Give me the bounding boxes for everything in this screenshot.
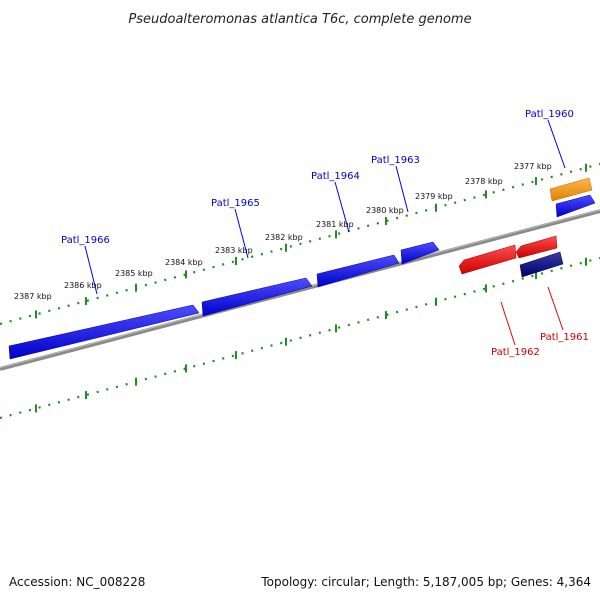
callout-line-patl-1960 bbox=[547, 119, 566, 169]
scale-label: 2382 kbp bbox=[265, 233, 303, 242]
gene-arrow-patl-1960[interactable] bbox=[555, 194, 596, 218]
scale-label: 2383 kbp bbox=[215, 246, 253, 255]
gene-arrow-patl-1966[interactable] bbox=[8, 304, 200, 360]
gene-label-patl-1962[interactable]: Patl_1962 bbox=[491, 347, 540, 358]
gene-label-patl-1964[interactable]: Patl_1964 bbox=[311, 171, 360, 182]
scale-label: 2379 kbp bbox=[415, 192, 453, 201]
gene-arrow-patl-1961[interactable] bbox=[515, 235, 558, 259]
gene-arrow-patl-1965[interactable] bbox=[201, 277, 313, 317]
gene-label-patl-1961[interactable]: Patl_1961 bbox=[540, 332, 589, 343]
scale-label: 2378 kbp bbox=[465, 177, 503, 186]
map-title: Pseudoalteromonas atlantica T6c, complet… bbox=[128, 12, 471, 27]
callout-line-patl-1961 bbox=[547, 286, 564, 331]
callout-line-patl-1966 bbox=[84, 245, 98, 295]
gene-block-navy[interactable] bbox=[519, 251, 564, 278]
scale-label: 2384 kbp bbox=[165, 258, 203, 267]
callout-line-patl-1962 bbox=[500, 301, 516, 346]
callout-line-patl-1965 bbox=[234, 208, 249, 259]
genome-summary-text: Topology: circular; Length: 5,187,005 bp… bbox=[260, 575, 591, 589]
scale-label: 2385 kbp bbox=[115, 269, 153, 278]
gene-block-orange[interactable] bbox=[549, 177, 593, 202]
outer-scale-track bbox=[0, 162, 600, 326]
inner-scale-track bbox=[0, 256, 600, 420]
scale-label: 2381 kbp bbox=[316, 220, 354, 229]
scale-label: 2380 kbp bbox=[366, 206, 404, 215]
gene-label-patl-1960[interactable]: Patl_1960 bbox=[525, 109, 574, 120]
gene-arrow-patl-1962[interactable] bbox=[458, 244, 517, 275]
gene-label-patl-1963[interactable]: Patl_1963 bbox=[371, 155, 420, 166]
gene-arrow-patl-1963[interactable] bbox=[400, 241, 440, 265]
gene-label-patl-1965[interactable]: Patl_1965 bbox=[211, 198, 260, 209]
gene-label-patl-1966[interactable]: Patl_1966 bbox=[61, 235, 110, 246]
scale-label: 2387 kbp bbox=[14, 292, 52, 301]
genome-backbone bbox=[0, 209, 600, 371]
scale-label: 2377 kbp bbox=[514, 162, 552, 171]
gene-arrow-patl-1964[interactable] bbox=[316, 254, 400, 288]
callout-line-patl-1964 bbox=[334, 181, 350, 233]
outer-major-ticks bbox=[35, 163, 587, 319]
accession-text: Accession: NC_008228 bbox=[9, 575, 145, 589]
callout-line-patl-1963 bbox=[395, 165, 409, 213]
scale-label: 2386 kbp bbox=[64, 281, 102, 290]
